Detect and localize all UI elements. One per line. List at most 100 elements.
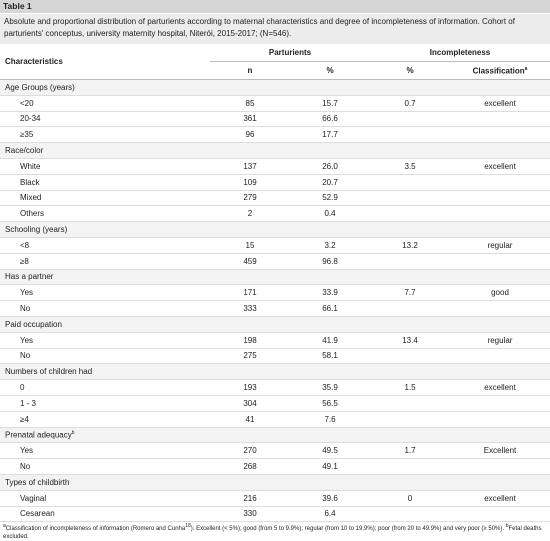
header-cell: Characteristics	[0, 44, 210, 80]
cell	[370, 300, 451, 317]
cell	[450, 411, 550, 428]
group-cell: Numbers of children had	[0, 363, 550, 381]
cell: 3.5	[370, 158, 451, 175]
cell	[450, 395, 550, 412]
cell	[370, 395, 451, 412]
row-label: <8	[0, 237, 210, 254]
row-label: 20-34	[0, 111, 210, 128]
cell	[370, 506, 451, 523]
cell: 1.7	[370, 442, 451, 460]
cell	[370, 458, 451, 475]
footnote-mark: a	[524, 65, 528, 72]
cell: 6.4	[290, 506, 371, 523]
cell: 3.2	[290, 237, 371, 254]
cell: 275	[210, 348, 290, 365]
cell: 330	[210, 506, 290, 523]
cell: 13.2	[370, 237, 451, 254]
cell: 2	[210, 205, 290, 223]
data-row: ≥8 459 96.8	[0, 253, 550, 270]
data-row: ≥35 96 17.7	[0, 126, 550, 144]
data-row: Black 109 20.7	[0, 174, 550, 191]
data-row: Vaginal 216 39.6 0 excellent	[0, 490, 550, 507]
cell: 39.6	[290, 490, 371, 507]
row-label: Mixed	[0, 190, 210, 207]
group-label: Has a partner	[5, 272, 54, 282]
data-row: Mixed 279 52.9	[0, 190, 550, 207]
cell	[450, 253, 550, 270]
group-cell: Paid occupation	[0, 316, 550, 333]
row-label: <20	[0, 95, 210, 112]
row-label: ≥8	[0, 253, 210, 270]
data-row: Others 2 0.4	[0, 205, 550, 223]
header-row: n % % Classificationa	[0, 61, 550, 80]
cell: 17.7	[290, 126, 371, 144]
cell	[370, 411, 451, 428]
cell	[450, 458, 550, 475]
group-row: Types of childbirth	[0, 474, 550, 491]
group-row: Race/color	[0, 142, 550, 159]
cell: 459	[210, 253, 290, 270]
row-label: Yes	[0, 442, 210, 460]
cell	[450, 348, 550, 365]
cell	[370, 174, 451, 191]
group-cell: Age Groups (years)	[0, 79, 550, 96]
row-label: No	[0, 348, 210, 365]
row-label: Others	[0, 205, 210, 223]
row-label: ≥4	[0, 411, 210, 428]
footnote-mark: b	[71, 430, 75, 437]
cell: excellent	[450, 158, 550, 175]
header-cell: Incompleteness	[370, 44, 550, 62]
data-row: No 333 66.1	[0, 300, 550, 317]
data-row: 20-34 361 66.6	[0, 111, 550, 128]
group-label: Paid occupation	[5, 319, 62, 329]
group-row: Has a partner	[0, 269, 550, 286]
row-label: Yes	[0, 284, 210, 302]
group-label: Types of childbirth	[5, 477, 70, 487]
group-cell: Prenatal adequacyb	[0, 427, 550, 444]
row-label: Cesarean	[0, 506, 210, 523]
row-label: Black	[0, 174, 210, 191]
cell	[450, 190, 550, 207]
group-label: Race/color	[5, 146, 44, 156]
row-label: No	[0, 458, 210, 475]
data-row: Yes 171 33.9 7.7 good	[0, 284, 550, 302]
row-label: White	[0, 158, 210, 175]
cell: 15.7	[290, 95, 371, 112]
header-row: Characteristics Parturients Incompletene…	[0, 44, 550, 80]
cell: 66.6	[290, 111, 371, 128]
data-row: <20 85 15.7 0.7 excellent	[0, 95, 550, 112]
header-text: Classification	[472, 66, 525, 76]
data-row: No 268 49.1	[0, 458, 550, 475]
group-row: Paid occupation	[0, 316, 550, 333]
footnote-text: ): Excellent (< 5%); good (from 5 to 9.9…	[190, 526, 506, 533]
cell: 96.8	[290, 253, 371, 270]
group-label: Numbers of children had	[5, 367, 93, 377]
row-label: 0	[0, 379, 210, 396]
group-cell: Types of childbirth	[0, 474, 550, 491]
group-row: Schooling (years)	[0, 221, 550, 238]
cell: 1.5	[370, 379, 451, 396]
cell: 52.9	[290, 190, 371, 207]
cell: excellent	[450, 95, 550, 112]
header-cell: Parturients	[210, 44, 371, 62]
data-row: No 275 58.1	[0, 348, 550, 365]
cell	[450, 174, 550, 191]
row-label: No	[0, 300, 210, 317]
header-cell: Classificationa	[450, 61, 550, 80]
cell: 198	[210, 332, 290, 349]
cell: 85	[210, 95, 290, 112]
group-label: Schooling (years)	[5, 225, 68, 235]
data-row: Yes 198 41.9 13.4 regular	[0, 332, 550, 349]
cell	[450, 111, 550, 128]
cell: 56.5	[290, 395, 371, 412]
cell	[370, 205, 451, 223]
footnote: aClassification of incompleteness of inf…	[0, 523, 550, 541]
footnote-mark: b	[505, 523, 509, 530]
cell: excellent	[450, 490, 550, 507]
group-row: Numbers of children had	[0, 363, 550, 381]
table: Characteristics Parturients Incompletene…	[0, 44, 550, 523]
group-cell: Has a partner	[0, 269, 550, 286]
cell: 49.5	[290, 442, 371, 460]
data-row: Cesarean 330 6.4	[0, 506, 550, 523]
cell: regular	[450, 237, 550, 254]
